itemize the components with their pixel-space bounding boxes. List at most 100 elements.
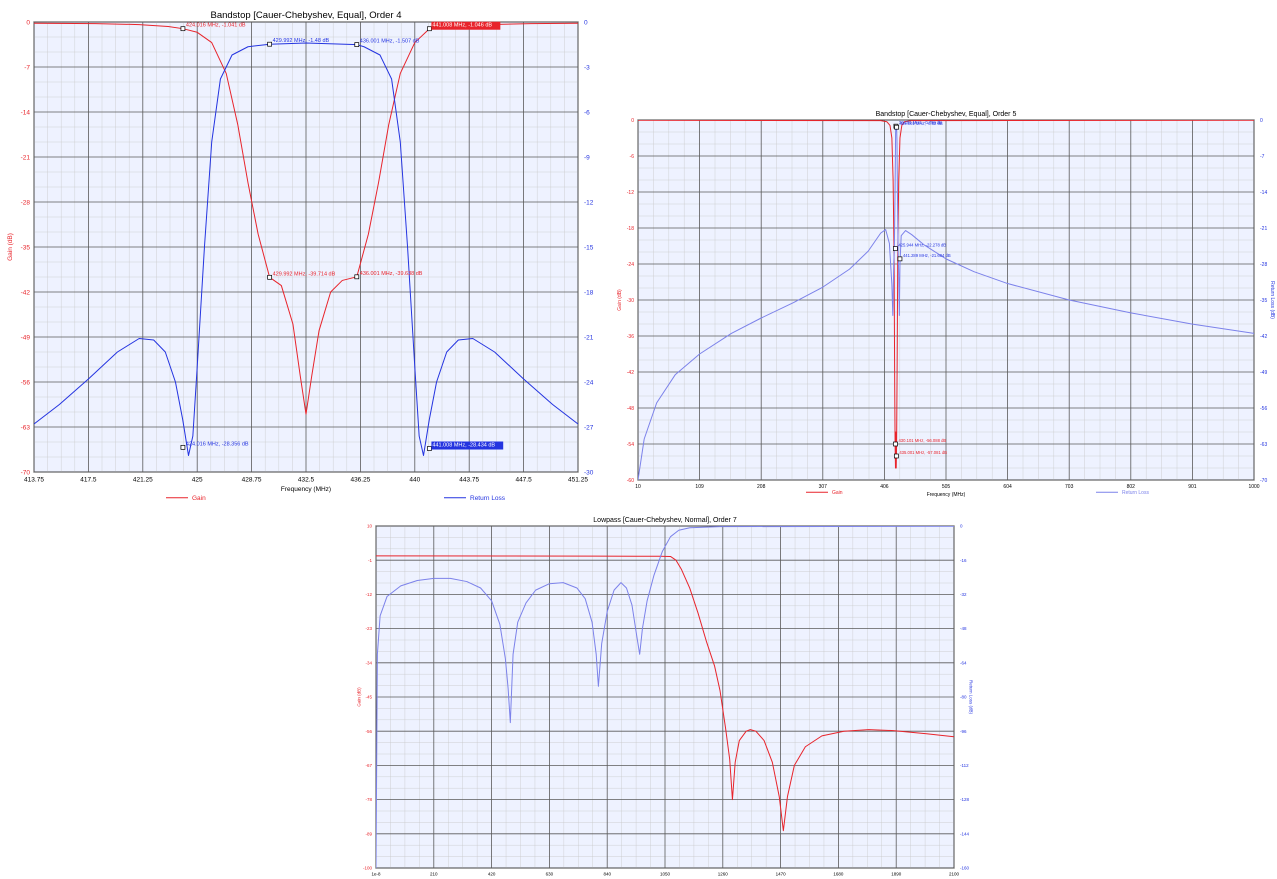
- y-tick-label: -45: [365, 695, 372, 700]
- y-tick-label: -42: [627, 370, 634, 376]
- y2-tick-label: -128: [960, 797, 970, 802]
- y-axis-label: Gain (dB): [7, 233, 14, 261]
- y-tick-label: -34: [365, 660, 372, 665]
- x-tick-label: 1050: [660, 872, 671, 877]
- x-tick-label: 443.75: [459, 477, 479, 484]
- marker-label: 424.016 MHz, -28.356 dB: [186, 441, 249, 447]
- y-tick-label: -78: [365, 797, 372, 802]
- series-line-gain: [638, 120, 1254, 469]
- x-tick-label: 604: [1003, 484, 1012, 490]
- chart-bandstop-order-5: 10 109 208 307 406 505 604 703 802 901 1000 0 -6 -12 -…: [612, 98, 1277, 498]
- series-line-return-loss: [638, 125, 1254, 480]
- y2-tick-label: 0: [584, 19, 588, 26]
- marker-label: 425.944 MHz, -22.278 dB: [898, 243, 946, 248]
- y2-tick-label: -42: [1260, 334, 1267, 340]
- legend-label-gain: Gain: [832, 490, 843, 496]
- chart-bandstop-order-4: 413.75 417.5 421.25 425 428.75 432.5 436.25 440…: [0, 0, 598, 510]
- marker-label: 441.008 MHz, -1.046 dB: [432, 23, 492, 29]
- x-tick-label: 413.75: [24, 477, 44, 484]
- y-tick-label: -24: [627, 262, 634, 268]
- y-tick-label: -12: [365, 592, 372, 597]
- y-tick-label: -18: [627, 226, 634, 232]
- chart-lowpass-order-7: 1e-8 210 420 630 840 1050 1260 1470 1680 1890 2100…: [342, 512, 978, 879]
- chart-title: Bandstop [Cauer-Chebyshev, Equal], Order…: [876, 111, 1017, 118]
- y2-tick-label: 0: [1260, 118, 1263, 124]
- x-tick-label: 440: [409, 477, 420, 484]
- y-tick-label: 10: [367, 524, 373, 529]
- y2-tick-label: -35: [1260, 298, 1267, 304]
- y2-tick-label: 0: [960, 524, 963, 529]
- marker-point: [893, 246, 898, 251]
- x-tick-label: 436.25: [350, 477, 370, 484]
- x-axis-label: Frequency (MHz): [927, 492, 966, 498]
- y-tick-label: -14: [21, 109, 31, 116]
- legend-label-return-loss: Return Loss: [470, 495, 506, 502]
- x-tick-label: 10: [635, 484, 641, 490]
- x-tick-label: 1260: [718, 872, 729, 877]
- y2-tick-label: -144: [960, 831, 970, 836]
- y2-tick-label: -3: [584, 64, 590, 71]
- y-tick-label: -36: [627, 334, 634, 340]
- grid: [375, 525, 955, 869]
- y2-tick-label: -6: [584, 109, 590, 116]
- marker-point: [894, 124, 899, 130]
- y-tick-label: -42: [21, 289, 31, 296]
- y2-tick-label: -70: [1260, 478, 1267, 484]
- chart-canvas: 413.75 417.5 421.25 425 428.75 432.5 436.25 440…: [7, 10, 594, 502]
- y2-tick-label: -64: [960, 660, 967, 665]
- y2-tick-label: -48: [960, 626, 967, 631]
- y2-tick-label: -14: [1260, 190, 1267, 196]
- y-axis-label: Gain (dB): [617, 289, 623, 311]
- y-tick-label: -30: [627, 298, 634, 304]
- series-group: [638, 120, 1254, 480]
- marker-point: [354, 42, 360, 47]
- marker-label: 436.001 MHz, -39.638 dB: [360, 271, 423, 277]
- marker-label: 435.001 MHz, -0.82 dB: [900, 121, 943, 126]
- x-tick-label: 703: [1065, 484, 1074, 490]
- x-tick-label: 432.5: [298, 477, 315, 484]
- marker-point: [354, 274, 360, 280]
- x-tick-label: 1890: [891, 872, 902, 877]
- x-tick-label: 420: [488, 872, 496, 877]
- y2-tick-label: -21: [584, 334, 594, 341]
- x-tick-label: 2100: [949, 872, 960, 877]
- chart-canvas: 1e-8 210 420 630 840 1050 1260 1470 1680 1890 2100…: [357, 517, 974, 877]
- legend-label-return-loss: Return Loss: [1122, 490, 1149, 496]
- marker-label: 30.101 MHz, -0.799 dB: [899, 120, 942, 125]
- x-tick-label: 451.25: [568, 477, 588, 484]
- chart-title: Lowpass [Cauer-Chebyshev, Normal], Order…: [593, 517, 737, 524]
- series-group: [376, 526, 954, 868]
- marker-label: 435.001 MHz, -57.081 dB: [899, 450, 947, 455]
- y2-tick-label: -27: [584, 424, 594, 431]
- chart-title: Bandstop [Cauer-Chebyshev, Equal], Order…: [211, 10, 402, 21]
- chart-canvas: 10 109 208 307 406 505 604 703 802 901 1000 0 -6 -12 -…: [617, 111, 1275, 498]
- y2-tick-label: -30: [584, 469, 594, 476]
- y-tick-label: -67: [365, 763, 372, 768]
- y2-tick-label: -24: [584, 379, 594, 386]
- x-tick-label: 421.25: [133, 477, 153, 484]
- y-tick-label: -21: [21, 154, 31, 161]
- series-line-return-loss: [376, 526, 954, 868]
- x-tick-label: 630: [546, 872, 554, 877]
- marker-label: 430.101 MHz, -56.088 dB: [898, 438, 946, 443]
- marker-point: [897, 256, 903, 262]
- marker-label: 436.001 MHz, -1.507 dB: [360, 39, 420, 45]
- x-tick-label: 447.5: [515, 477, 532, 484]
- y-axis-label: Gain (dB): [357, 687, 362, 707]
- series-group: [34, 22, 578, 456]
- series-line-gain: [376, 555, 954, 832]
- y-tick-label: -63: [21, 424, 31, 431]
- series-line-return-loss: [34, 42, 578, 456]
- marker-point: [180, 26, 186, 32]
- y-tick-label: -100: [363, 866, 373, 871]
- x-tick-label: 109: [695, 484, 704, 490]
- x-tick-label: 425: [192, 477, 203, 484]
- y2-axis-label: Return Loss (dB): [1269, 281, 1275, 319]
- y2-tick-label: -28: [1260, 262, 1267, 268]
- y-tick-label: -48: [627, 406, 634, 412]
- x-tick-label: 1e-8: [371, 872, 381, 877]
- marker-label: 441.008 MHz, -28.434 dB: [432, 443, 495, 449]
- x-tick-label: 428.75: [242, 477, 262, 484]
- marker-label: 429.992 MHz, -39.714 dB: [273, 271, 336, 277]
- y2-tick-label: -21: [1260, 226, 1267, 232]
